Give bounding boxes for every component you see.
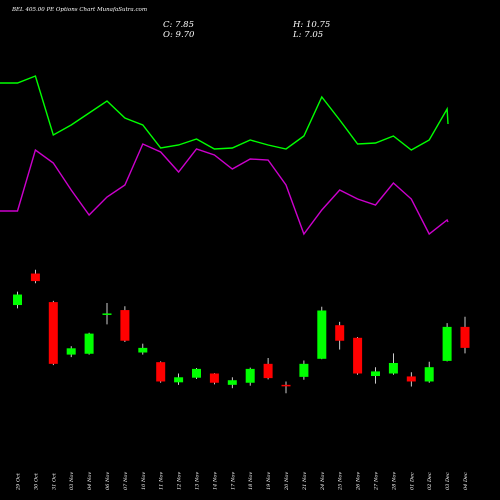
x-tick-label: 03 Dec <box>445 472 451 490</box>
candle-body <box>245 368 255 383</box>
candle-body <box>102 313 112 315</box>
candle-04-nov <box>84 332 94 355</box>
x-tick-label: 18 Nov <box>248 472 254 490</box>
x-tick-label: 02 Dec <box>427 472 433 490</box>
candle-19-nov <box>263 357 273 380</box>
candle-body <box>48 302 58 364</box>
candle-body <box>424 367 434 382</box>
candle-body <box>30 273 40 282</box>
candle-06-nov <box>102 302 112 325</box>
x-tick-label: 04 Dec <box>463 472 469 490</box>
x-axis-labels: 29 Oct 30 Oct 31 Oct 03 Nov 04 Nov 06 Nov 07 N… <box>16 472 470 491</box>
candle-body <box>406 376 416 382</box>
chart-title: BEL 405.00 PE Options Chart MunafaSutra.… <box>11 7 147 13</box>
candle-26-nov <box>353 336 363 375</box>
candle-02-dec <box>424 361 434 383</box>
candle-body <box>317 310 327 359</box>
candle-body <box>460 326 470 348</box>
x-tick-label: 25 Nov <box>338 472 344 491</box>
x-tick-label: 29 Oct <box>16 472 22 491</box>
x-tick-label: 01 Dec <box>409 472 415 490</box>
candle-body <box>442 326 452 361</box>
candle-25-nov <box>335 321 345 350</box>
candles <box>13 269 470 394</box>
high-readout: H: 10.75 <box>292 20 330 30</box>
x-tick-label: 20 Nov <box>284 472 290 491</box>
x-tick-label: 17 Nov <box>230 472 236 490</box>
x-tick-label: 04 Nov <box>87 472 93 490</box>
candle-10-nov <box>138 343 148 355</box>
x-tick-label: 12 Nov <box>177 472 183 490</box>
overlay-line-2 <box>0 143 449 236</box>
candle-body <box>120 310 130 341</box>
candle-body <box>281 384 291 387</box>
candle-20-nov <box>281 381 291 394</box>
candle-21-nov <box>299 360 309 380</box>
candle-body <box>66 348 76 355</box>
candle-29-oct <box>13 291 22 309</box>
x-tick-label: 21 Nov <box>302 472 308 491</box>
candle-11-nov <box>156 361 166 383</box>
x-tick-label: 26 Nov <box>356 472 362 491</box>
candle-body <box>371 371 380 377</box>
candle-24-nov <box>317 306 327 360</box>
x-tick-label: 13 Nov <box>195 472 201 490</box>
candle-body <box>209 373 219 383</box>
candle-30-oct <box>30 269 40 284</box>
x-tick-label: 28 Nov <box>391 472 397 491</box>
candle-31-oct <box>48 300 58 366</box>
x-tick-label: 19 Nov <box>266 472 272 490</box>
x-tick-label: 30 Oct <box>33 472 39 490</box>
candle-body <box>227 380 237 385</box>
x-tick-label: 11 Nov <box>159 472 165 490</box>
candle-body <box>138 347 148 353</box>
candle-01-dec <box>406 372 416 387</box>
candle-body <box>13 294 22 306</box>
low-readout: L: 7.05 <box>292 30 323 40</box>
overlay-line-1 <box>0 75 449 151</box>
open-readout: O: 9.70 <box>163 30 195 40</box>
x-tick-label: 06 Nov <box>105 472 111 490</box>
candle-13-nov <box>192 368 201 379</box>
candle-28-nov <box>388 353 398 375</box>
candle-body <box>174 377 184 383</box>
candle-12-nov <box>174 373 184 385</box>
candle-18-nov <box>245 367 255 386</box>
candle-07-nov <box>120 306 130 342</box>
candle-body <box>192 368 201 378</box>
candle-body <box>353 337 363 374</box>
x-tick-label: 10 Nov <box>141 472 147 490</box>
candle-body <box>84 333 94 354</box>
x-tick-label: 24 Nov <box>320 472 326 491</box>
close-readout: C: 7.85 <box>163 20 194 30</box>
candle-27-nov <box>371 367 380 384</box>
candle-body <box>299 363 309 377</box>
x-tick-label: 27 Nov <box>374 472 380 491</box>
candle-body <box>335 325 345 341</box>
candle-17-nov <box>227 377 237 389</box>
x-tick-label: 07 Nov <box>123 472 129 490</box>
candle-body <box>388 363 398 374</box>
x-tick-label: 31 Oct <box>51 472 57 490</box>
candle-03-nov <box>66 346 76 358</box>
candle-body <box>156 362 166 382</box>
candle-04-dec <box>460 316 470 354</box>
x-tick-label: 03 Nov <box>69 472 75 490</box>
candle-body <box>263 363 273 379</box>
candle-14-nov <box>209 373 219 385</box>
overlay-lines <box>0 75 449 236</box>
candle-03-dec <box>442 323 452 362</box>
x-tick-label: 14 Nov <box>212 472 218 490</box>
